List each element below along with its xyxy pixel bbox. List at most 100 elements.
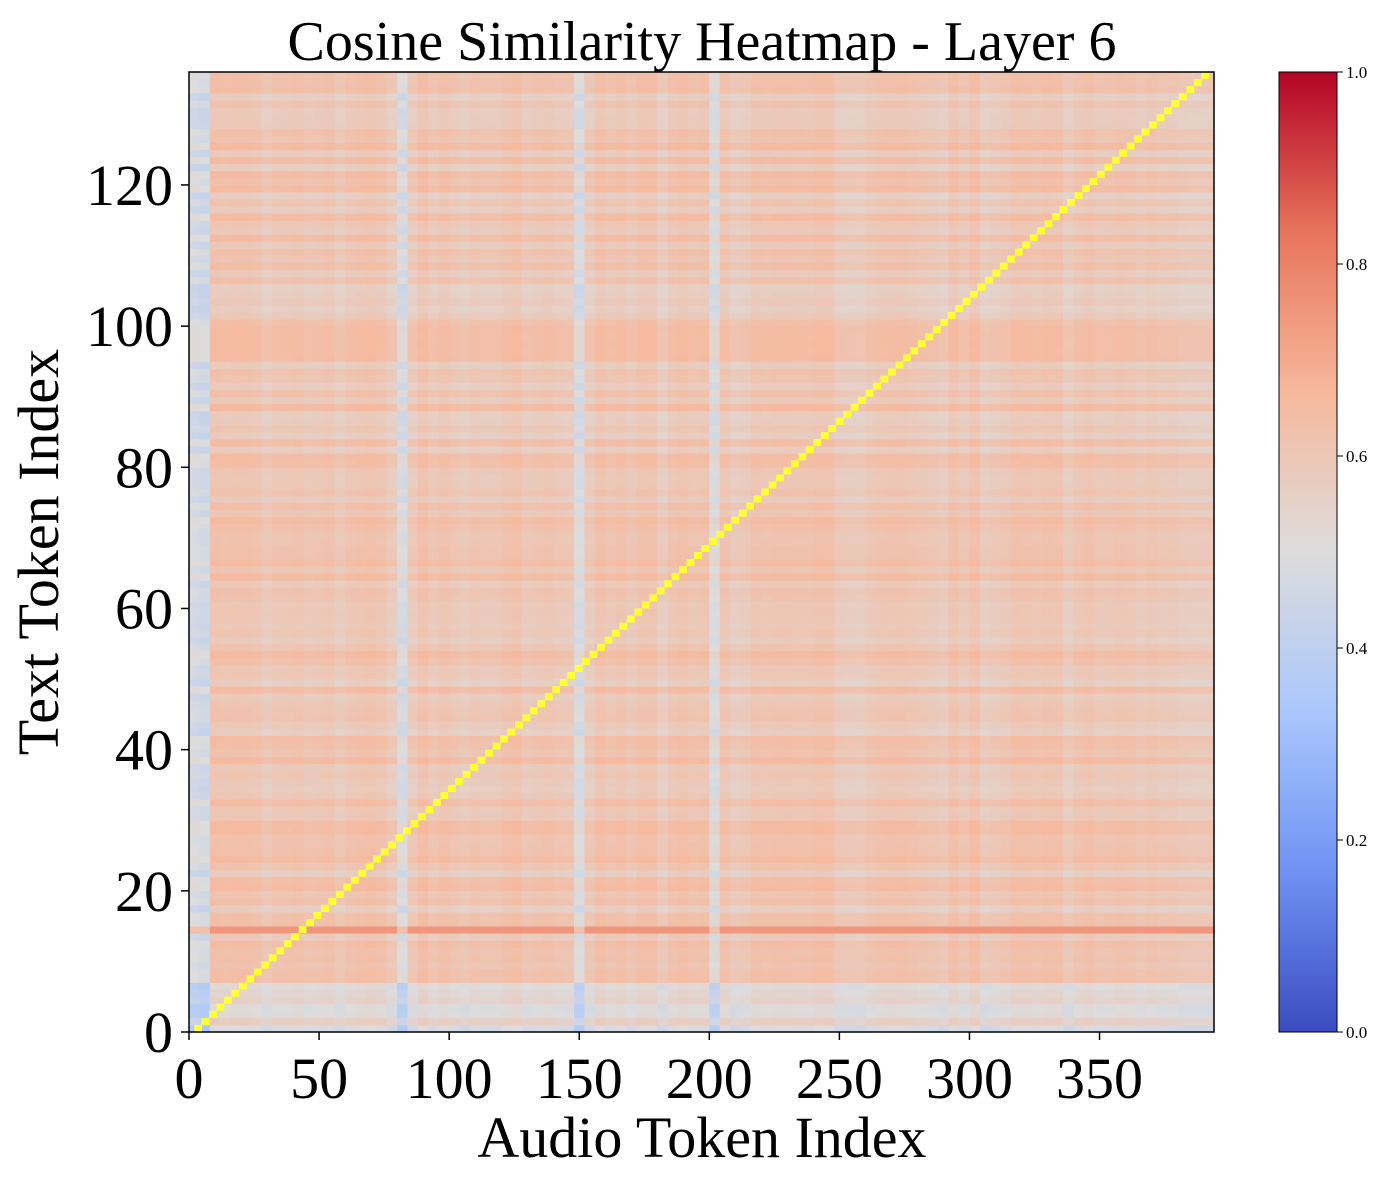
heatmap-cell <box>875 735 887 743</box>
heatmap-cell <box>1156 961 1168 969</box>
heatmap-cell <box>678 784 689 793</box>
heatmap-cell <box>282 975 294 983</box>
heatmap-cell <box>813 763 825 772</box>
heatmap-cell <box>1104 975 1116 983</box>
heatmap-cell <box>979 883 991 892</box>
heatmap-cell <box>397 756 408 765</box>
heatmap-cell <box>823 947 835 955</box>
heatmap-cell <box>324 862 336 871</box>
heatmap-cell <box>563 707 575 715</box>
heatmap-cell <box>1177 827 1189 835</box>
heatmap-cell <box>230 869 242 878</box>
heatmap-cell <box>917 926 929 934</box>
heatmap-cell <box>750 834 762 842</box>
heatmap-cell <box>365 806 377 814</box>
heatmap-cell <box>959 770 970 779</box>
heatmap-cell <box>1167 961 1178 969</box>
heatmap-cell <box>657 869 669 878</box>
heatmap-cell <box>303 763 315 772</box>
heatmap-cell <box>449 792 460 800</box>
heatmap-cell <box>646 749 658 758</box>
heatmap-cell <box>241 756 252 765</box>
heatmap-cell <box>636 855 648 863</box>
heatmap-cell <box>1104 1017 1116 1026</box>
heatmap-cell <box>927 686 939 694</box>
heatmap-cell <box>313 827 325 835</box>
heatmap-cell <box>189 996 200 1005</box>
heatmap-cell <box>1083 883 1095 892</box>
heatmap-cell <box>1021 735 1033 743</box>
heatmap-cell <box>303 792 315 800</box>
heatmap-cell <box>303 912 315 920</box>
heatmap-cell <box>646 799 658 807</box>
heatmap-cell <box>449 876 460 885</box>
heatmap-cell <box>480 897 492 906</box>
heatmap-cell <box>251 855 263 863</box>
heatmap-cell <box>1187 855 1199 863</box>
heatmap-cell <box>480 735 492 743</box>
heatmap-cell <box>875 989 887 998</box>
heatmap-cell <box>823 869 835 878</box>
heatmap-cell <box>521 989 533 998</box>
heatmap-cell <box>1052 890 1064 899</box>
heatmap-cell <box>209 707 221 715</box>
heatmap-cell <box>542 975 554 983</box>
heatmap-cell <box>553 756 565 765</box>
heatmap-cell <box>927 940 939 948</box>
heatmap-cell <box>667 947 679 955</box>
heatmap-cell <box>667 876 679 885</box>
heatmap-cell <box>688 876 700 885</box>
heatmap-cell <box>1042 799 1054 807</box>
heatmap-cell <box>678 827 689 835</box>
heatmap-cell <box>511 989 523 998</box>
heatmap-cell <box>501 672 512 680</box>
heatmap-cell <box>1083 933 1095 941</box>
heatmap-cell <box>813 777 825 786</box>
heatmap-cell <box>938 714 950 722</box>
heatmap-cell <box>189 756 200 765</box>
heatmap-cell <box>438 912 450 920</box>
heatmap-cell <box>896 714 908 722</box>
heatmap-cell <box>386 890 398 899</box>
heatmap-cell <box>688 749 700 758</box>
heatmap-cell <box>771 1010 783 1019</box>
heatmap-cell <box>750 897 762 906</box>
heatmap-cell <box>948 912 960 920</box>
heatmap-cell <box>854 721 866 729</box>
heatmap-cell <box>636 996 648 1005</box>
heatmap-cell <box>771 890 783 899</box>
heatmap-cell <box>334 1010 346 1019</box>
heatmap-cell <box>438 777 450 786</box>
heatmap-cell <box>407 862 419 871</box>
heatmap-cell <box>282 693 294 701</box>
heatmap-cell <box>938 777 950 786</box>
heatmap-cell <box>615 792 627 800</box>
heatmap-cell <box>542 820 554 828</box>
heatmap-cell <box>1198 1017 1210 1026</box>
heatmap-cell <box>865 989 877 998</box>
heatmap-cell <box>605 855 617 863</box>
heatmap-cell <box>501 954 512 962</box>
heatmap-cell <box>417 721 429 729</box>
heatmap-cell <box>730 947 741 955</box>
heatmap-cell <box>636 813 648 821</box>
heatmap-cell <box>397 763 408 772</box>
heatmap-cell <box>761 926 773 934</box>
heatmap-cell <box>303 933 315 941</box>
heatmap-cell <box>511 799 523 807</box>
heatmap-cell <box>907 897 918 906</box>
heatmap-cell <box>521 792 533 800</box>
heatmap-cell <box>584 820 596 828</box>
heatmap-cell <box>948 862 960 871</box>
heatmap-cell <box>1187 982 1199 991</box>
heatmap-cell <box>1104 827 1116 835</box>
heatmap-cell <box>917 947 929 955</box>
heatmap-cell <box>678 728 689 736</box>
heatmap-cell <box>542 728 554 736</box>
heatmap-cell <box>1115 954 1126 962</box>
heatmap-cell <box>761 728 773 736</box>
heatmap-cell <box>365 721 377 729</box>
heatmap-cell <box>698 897 710 906</box>
heatmap-cell <box>303 862 315 871</box>
heatmap-cell <box>1011 679 1022 687</box>
